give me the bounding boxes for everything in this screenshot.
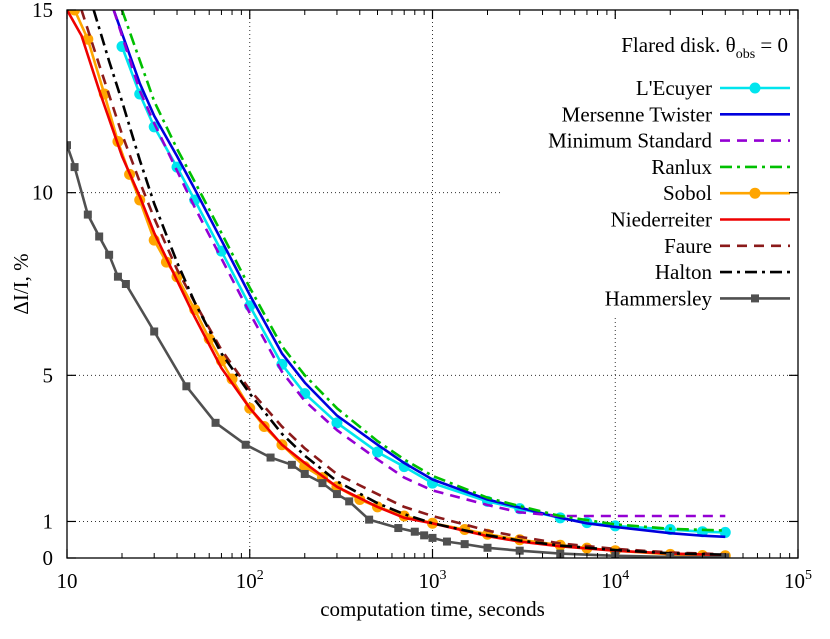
data-point <box>83 210 92 219</box>
x-tick-base: 10 <box>419 569 440 593</box>
x-tick-label: 103 <box>419 568 447 593</box>
data-point <box>95 232 104 241</box>
data-point <box>69 10 81 16</box>
data-point <box>483 543 492 552</box>
y-tick-label: 0 <box>43 546 54 570</box>
data-point <box>67 141 71 150</box>
data-point <box>371 446 383 458</box>
legend-label: Sobol <box>663 181 712 205</box>
data-point <box>287 460 296 469</box>
data-point <box>365 515 374 524</box>
data-point <box>171 161 183 173</box>
x-tick-base: 10 <box>601 569 622 593</box>
data-point <box>345 497 354 506</box>
x-tick-exponent: 3 <box>440 568 447 583</box>
series-line <box>112 10 726 539</box>
series-lines <box>67 10 731 558</box>
x-tick-label: 105 <box>784 568 812 593</box>
data-point <box>331 417 343 429</box>
y-axis-label: ΔI/I, % <box>9 253 33 314</box>
data-point <box>460 540 469 549</box>
data-point <box>121 280 130 288</box>
legend-marker <box>751 294 759 303</box>
data-point <box>515 546 524 555</box>
data-point <box>82 33 94 45</box>
series-clip-group <box>67 10 731 558</box>
y-tick-label: 1 <box>43 509 54 533</box>
data-point <box>241 440 250 449</box>
legend-label: Halton <box>655 260 713 284</box>
legend-marker <box>749 187 761 199</box>
grid-lines <box>67 10 798 558</box>
data-point <box>719 526 731 538</box>
series-line <box>120 10 726 532</box>
x-tick-label: 104 <box>601 568 629 593</box>
data-point <box>105 250 114 259</box>
x-tick-exponent: 5 <box>805 568 812 583</box>
legend-label: Niederreiter <box>611 208 712 232</box>
series-line <box>112 10 726 518</box>
data-point <box>150 327 159 336</box>
legend-label: Ranlux <box>651 155 712 179</box>
x-tick-label: 10 <box>57 569 78 593</box>
y-tick-label: 5 <box>43 363 54 387</box>
legend-label: Faure <box>664 234 712 258</box>
data-point <box>332 490 341 499</box>
x-tick-exponent: 4 <box>622 568 629 583</box>
data-point <box>266 453 275 462</box>
data-point <box>300 469 309 478</box>
data-point <box>113 272 122 281</box>
legend-title-suffix: = 0 <box>755 33 788 57</box>
data-point <box>211 418 220 427</box>
data-point <box>442 537 451 546</box>
data-point <box>420 531 429 540</box>
legend-label: Hammersley <box>605 286 713 310</box>
x-tick-label: 102 <box>236 568 264 593</box>
x-axis-label: computation time, seconds <box>320 597 545 621</box>
y-tick-label: 10 <box>32 181 53 205</box>
legend-title-subscript: obs <box>736 47 755 62</box>
series-line <box>92 10 726 556</box>
x-tick-base: 10 <box>57 569 78 593</box>
legend-marker <box>749 82 761 94</box>
legend-label: Mersenne Twister <box>562 102 712 126</box>
data-point <box>182 382 191 391</box>
legend-label: Minimum Standard <box>548 129 712 153</box>
series-line <box>80 10 726 556</box>
data-point <box>428 533 437 542</box>
data-point <box>70 163 79 172</box>
data-point <box>226 373 238 385</box>
legend-title-text: Flared disk. θ <box>621 33 735 57</box>
x-tick-base: 10 <box>236 569 257 593</box>
data-point <box>318 479 327 488</box>
x-tick-base: 10 <box>784 569 805 593</box>
y-tick-label: 15 <box>32 0 53 22</box>
legend-label: L'Ecuyer <box>636 76 712 100</box>
x-tick-exponent: 2 <box>257 568 264 583</box>
legend-title: Flared disk. θobs = 0 <box>621 33 788 62</box>
data-point <box>410 527 419 536</box>
data-point <box>394 524 403 533</box>
